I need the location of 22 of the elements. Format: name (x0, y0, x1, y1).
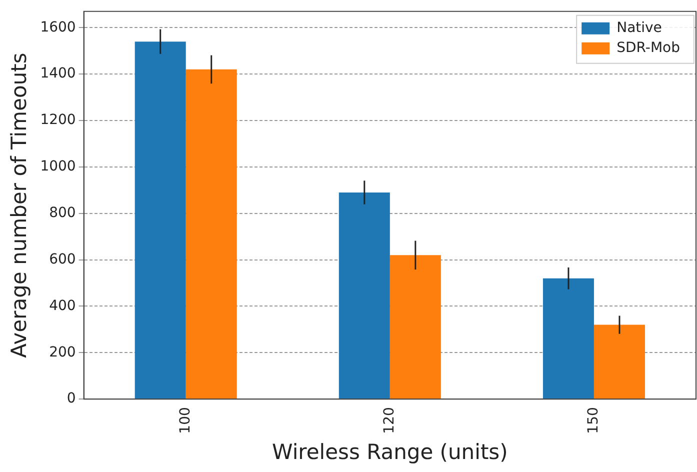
x-tick-label: 150 (586, 407, 602, 434)
bar (594, 324, 645, 399)
y-tick-label: 800 (49, 205, 76, 222)
y-tick-label: 200 (49, 344, 76, 360)
legend-label: SDR-Mob (616, 40, 680, 56)
bar (542, 278, 594, 399)
bar (338, 192, 390, 399)
y-tick-label: 1000 (40, 158, 76, 175)
bar (390, 255, 441, 399)
y-tick-label: 1400 (40, 66, 76, 82)
y-tick-label: 1200 (40, 112, 76, 128)
x-tick-label: 100 (178, 407, 194, 434)
bar (186, 69, 237, 399)
y-tick-label: 0 (66, 390, 76, 407)
x-axis-title: Wireless Range (units) (272, 440, 508, 464)
bar (134, 42, 186, 399)
legend-label: Native (616, 20, 662, 36)
y-tick-label: 400 (49, 298, 76, 314)
y-axis-title: Average number of Timeouts (7, 52, 32, 358)
y-tick-label: 600 (49, 251, 76, 268)
x-tick-label: 120 (382, 407, 398, 434)
y-tick-label: 1600 (40, 19, 76, 36)
